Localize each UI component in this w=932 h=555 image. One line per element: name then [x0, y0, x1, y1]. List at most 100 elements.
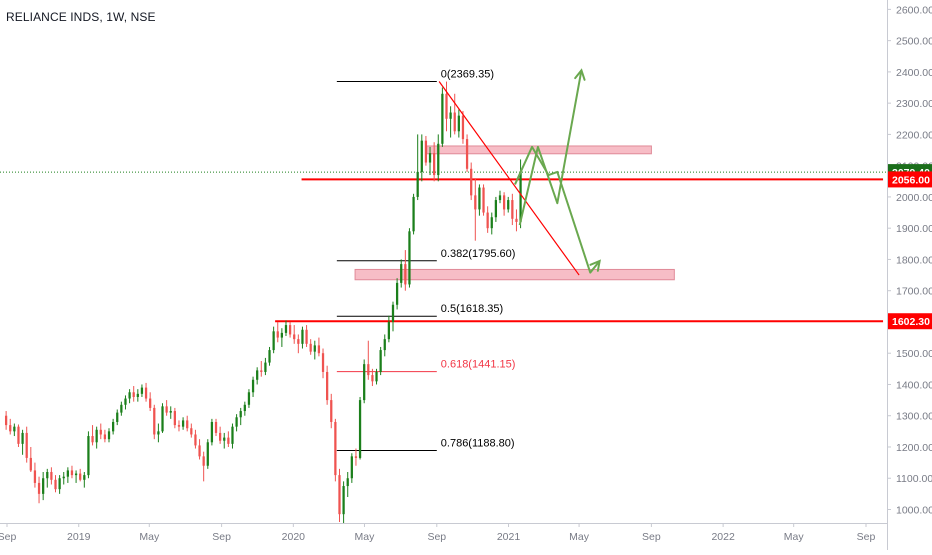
candle-66	[276, 321, 279, 343]
candle-0	[4, 411, 8, 430]
candle-1	[9, 418, 12, 435]
candle-118	[490, 212, 493, 235]
candle-body	[498, 195, 502, 201]
candle-23	[99, 423, 102, 440]
candle-body	[33, 470, 37, 483]
candle-103	[428, 146, 432, 176]
price-tick-label: 1800.00	[896, 254, 932, 266]
candle-32	[136, 389, 139, 402]
candle-body	[157, 431, 160, 435]
candle-105	[437, 134, 440, 182]
candle-body	[391, 304, 395, 322]
candle-122	[507, 196, 510, 213]
candle-body	[301, 329, 304, 344]
candle-body	[9, 425, 12, 432]
candle-body	[424, 140, 428, 163]
candle-42	[177, 420, 181, 432]
candle-body	[235, 417, 238, 427]
candle-body	[342, 486, 345, 515]
candle-80	[334, 418, 337, 482]
candle-body	[309, 343, 312, 352]
candle-115	[478, 184, 481, 216]
candle-body	[288, 325, 292, 335]
candle-49	[206, 439, 209, 469]
candle-113	[470, 162, 473, 201]
candle-body	[408, 231, 411, 285]
candle-body	[140, 387, 144, 394]
price-tag-bg-2	[888, 313, 932, 330]
candle-body	[83, 475, 86, 480]
price-tick-label: 1000.00	[896, 504, 932, 516]
price-tick-label: 2600.00	[896, 4, 932, 16]
candle-117	[486, 206, 489, 233]
candle-18	[79, 468, 82, 482]
candle-55	[231, 423, 234, 449]
candle-body	[387, 321, 391, 340]
candle-body	[313, 345, 316, 352]
time-tick-label: 2019	[67, 531, 91, 543]
candle-62	[260, 361, 263, 377]
candle-body	[181, 420, 185, 427]
time-tick-label: 2022	[711, 531, 735, 543]
price-tick-label: 1400.00	[896, 379, 932, 391]
candle-100	[416, 134, 419, 201]
candle-body	[107, 431, 111, 440]
price-tag-bg-1	[888, 171, 932, 188]
candle-33	[140, 384, 144, 397]
candle-body	[91, 436, 94, 443]
candle-69	[288, 321, 292, 338]
candle-body	[190, 428, 193, 435]
candle-78	[326, 365, 329, 405]
candle-98	[408, 228, 411, 288]
candle-body	[395, 282, 399, 305]
price-tick-label: 1100.00	[896, 473, 932, 485]
candle-12	[54, 475, 57, 493]
candle-body	[474, 195, 477, 210]
candle-body	[17, 426, 20, 444]
candle-101	[420, 134, 423, 182]
candle-50	[210, 418, 214, 446]
candle-95	[395, 278, 399, 310]
candle-87	[363, 359, 366, 404]
candle-90	[375, 368, 378, 385]
candle-body	[21, 432, 24, 444]
candle-body	[305, 329, 308, 344]
candle-119	[494, 196, 498, 222]
time-tick-label: Sep	[857, 531, 876, 543]
candle-body	[363, 364, 366, 401]
candle-30	[128, 389, 131, 404]
candle-25	[107, 428, 111, 443]
candle-body	[219, 432, 222, 441]
candle-body	[25, 432, 28, 458]
candle-48	[202, 451, 205, 482]
candle-body	[111, 421, 115, 432]
candle-47	[198, 439, 201, 460]
price-tick-label: 1700.00	[896, 286, 932, 298]
candle-body	[367, 364, 370, 376]
candle-36	[153, 404, 156, 440]
candle-body	[231, 426, 234, 444]
candle-body	[66, 470, 69, 477]
candle-body	[486, 212, 489, 229]
candle-body	[227, 437, 230, 444]
time-tick-label: Sep	[212, 531, 231, 543]
candle-body	[321, 353, 325, 372]
candle-body	[404, 264, 407, 285]
candle-13	[58, 475, 61, 494]
candle-body	[42, 478, 45, 494]
candle-94	[391, 301, 395, 332]
candle-31	[132, 386, 135, 402]
candle-34	[144, 382, 148, 402]
candle-61	[256, 367, 259, 385]
candle-body	[511, 200, 514, 219]
fib-level-label-0: 0(2369.35)	[441, 68, 494, 80]
fib-level-label-1: 0.382(1795.60)	[441, 248, 516, 260]
candle-112	[465, 134, 469, 172]
candle-51	[214, 418, 218, 437]
candle-body	[379, 350, 382, 372]
candle-120	[498, 190, 502, 204]
candle-body	[46, 471, 49, 479]
candle-60	[251, 376, 255, 397]
